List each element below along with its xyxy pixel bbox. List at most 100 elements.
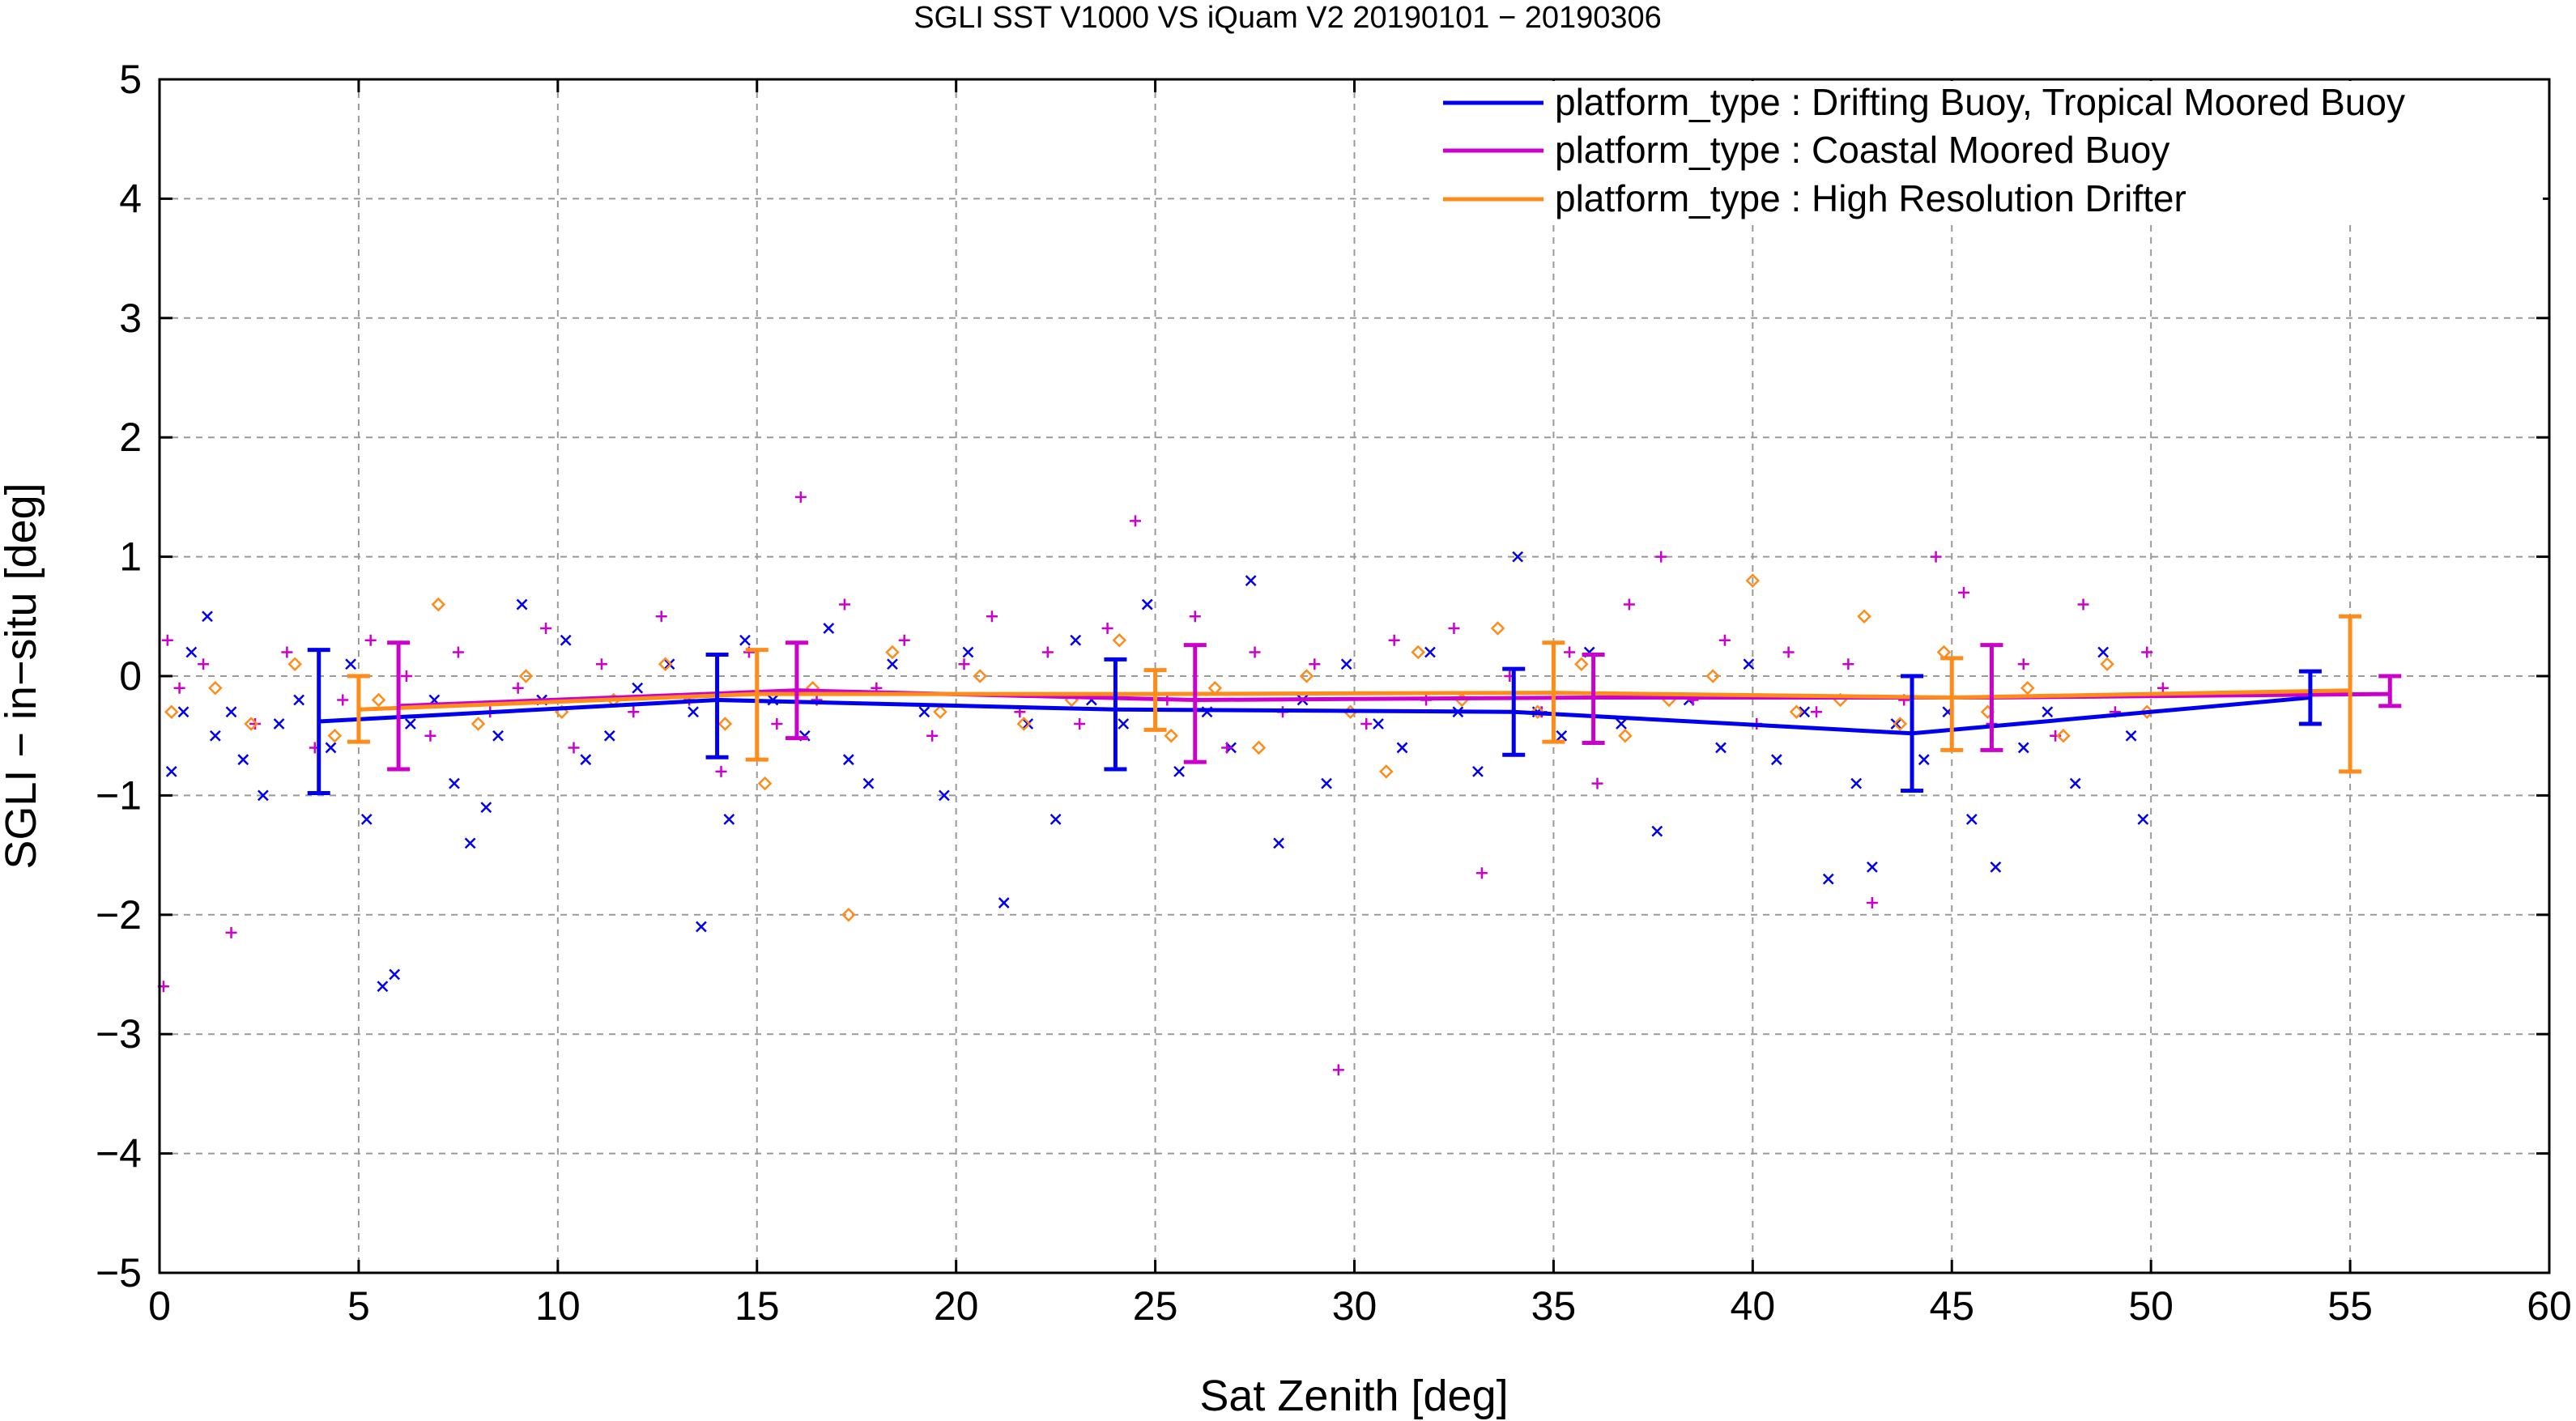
y-tick-label: −2 [96,892,142,938]
data-point-x-marker [325,742,337,754]
data-point-x-marker [1890,718,1902,730]
data-point-diamond-marker [1164,728,1179,743]
y-tick-label: 5 [119,57,142,102]
data-point-plus-marker [1564,646,1576,658]
data-point-x-marker [1340,658,1352,670]
x-axis-label: Sat Zenith [deg] [1199,1372,1508,1420]
data-point-x-marker [480,802,492,814]
data-point-x-marker [1512,551,1524,563]
data-point-plus-marker [1101,623,1113,635]
data-point-plus-marker [1041,646,1054,658]
data-point-x-marker [1373,718,1384,730]
data-point-diamond-marker [1574,657,1589,672]
data-point-x-marker [632,682,644,694]
data-point-plus-marker [1782,646,1795,658]
data-point-x-marker [1396,742,1408,754]
data-point-plus-marker [898,634,910,646]
data-point-x-marker [1321,777,1332,789]
data-point-plus-marker [2141,646,2153,658]
data-point-diamond-marker [244,717,258,731]
data-point-x-marker [1743,658,1755,670]
data-point-plus-marker [1448,623,1460,635]
data-point-x-marker [1918,754,1930,766]
data-point-x-marker [1715,742,1727,754]
error-bar-series-2 [347,674,370,744]
data-point-diamond-marker [1299,669,1314,683]
data-point-plus-marker [838,598,850,611]
data-point-x-marker [998,897,1010,908]
y-axis-label: SGLI − in−situ [deg] [0,483,45,869]
data-point-x-marker [862,777,875,789]
y-tick-label: 3 [119,296,142,341]
data-point-plus-marker [198,658,210,670]
data-point-plus-marker [2017,658,2029,670]
data-point-x-marker [1472,766,1484,777]
data-point-x-marker [177,706,189,718]
data-point-x-marker [663,658,675,670]
data-point-x-marker [560,634,572,646]
data-point-plus-marker [1309,658,1321,670]
data-point-x-marker [1022,718,1034,730]
data-point-diamond-marker [933,704,947,719]
data-point-plus-marker [337,694,349,706]
grid [158,78,2551,1274]
data-point-plus-marker [540,623,552,635]
data-point-diamond-marker [2020,680,2035,696]
data-point-plus-marker [512,682,524,694]
mean-line-series-2 [358,688,2351,712]
x-tick-label: 45 [1929,1283,1974,1329]
data-point-diamond-marker [164,704,179,719]
data-point-x-marker [237,754,249,766]
data-point-plus-marker [1221,742,1233,754]
data-point-x-marker [1050,813,1062,825]
legend-label-coastal: platform_type : Coastal Moored Buoy [1555,129,2169,171]
data-point-x-marker [209,730,221,742]
data-point-diamond-marker [1112,633,1127,648]
data-point-plus-marker [1930,551,1942,563]
data-point-x-marker [2125,730,2137,742]
data-point-diamond-marker [2056,728,2071,743]
data-point-diamond-marker [431,597,446,612]
data-point-plus-marker [1811,706,1823,718]
x-tick-label: 55 [2327,1283,2373,1329]
data-point-diamond-marker [973,669,987,683]
data-point-x-marker [1070,634,1082,646]
error-bar-series-1 [2378,674,2402,708]
mean-lines [318,688,2391,736]
data-point-diamond-marker [1618,728,1633,743]
data-point-x-marker [688,706,699,718]
data-point-x-marker [1245,575,1257,586]
data-point-plus-marker [958,658,970,670]
x-tick-label: 50 [2128,1283,2174,1329]
data-point-x-marker [1850,777,1863,789]
data-point-x-marker [377,981,389,993]
x-tick-label: 35 [1531,1283,1577,1329]
data-point-diamond-marker [1016,717,1032,731]
data-point-diamond-marker [327,728,343,743]
data-point-diamond-marker [1893,717,1908,731]
legend-label-drifting: platform_type : Drifting Buoy, Tropical … [1555,81,2405,123]
x-tick-label: 20 [934,1283,979,1329]
data-point-x-marker [492,730,504,742]
data-point-plus-marker [568,742,580,754]
data-point-x-marker [1556,730,1568,742]
data-point-plus-marker [249,717,262,730]
data-point-x-marker [185,646,198,658]
data-point-diamond-marker [1705,669,1720,683]
data-point-plus-marker [771,717,783,730]
data-point-plus-marker [1866,897,1878,909]
x-tick-label: 15 [734,1283,780,1329]
data-point-plus-marker [1842,658,1854,670]
legend-label-highres: platform_type : High Resolution Drifter [1555,177,2186,219]
error-bar-series-0 [2298,669,2322,726]
data-point-x-marker [1141,598,1153,611]
y-tick-label: 4 [119,176,142,221]
data-point-x-marker [939,789,950,802]
data-point-x-marker [165,766,177,777]
data-point-x-marker [1424,646,1436,658]
data-point-plus-marker [364,634,377,646]
data-point-x-marker [293,694,305,706]
error-bar-series-1 [387,640,411,772]
data-point-plus-marker [595,658,607,670]
